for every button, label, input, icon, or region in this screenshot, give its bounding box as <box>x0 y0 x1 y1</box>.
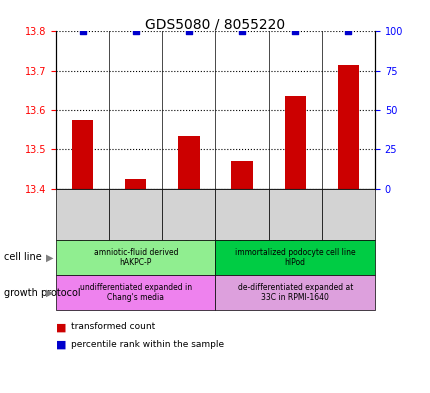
Text: undifferentiated expanded in
Chang's media: undifferentiated expanded in Chang's med… <box>80 283 191 303</box>
Text: ■: ■ <box>56 340 66 350</box>
Point <box>344 28 351 35</box>
Point <box>238 28 245 35</box>
Text: percentile rank within the sample: percentile rank within the sample <box>71 340 224 349</box>
Bar <box>72 120 93 189</box>
Bar <box>337 65 358 189</box>
Point <box>79 28 86 35</box>
Text: ▶: ▶ <box>46 252 53 263</box>
Text: growth protocol: growth protocol <box>4 288 81 298</box>
Point <box>185 28 192 35</box>
Text: amniotic-fluid derived
hAKPC-P: amniotic-fluid derived hAKPC-P <box>93 248 178 267</box>
Text: de-differentiated expanded at
33C in RPMI-1640: de-differentiated expanded at 33C in RPM… <box>237 283 352 303</box>
Bar <box>231 161 252 189</box>
Point <box>291 28 298 35</box>
Text: cell line: cell line <box>4 252 42 263</box>
Bar <box>178 136 199 189</box>
Text: ■: ■ <box>56 322 66 332</box>
Text: ▶: ▶ <box>46 288 53 298</box>
Text: immortalized podocyte cell line
hIPod: immortalized podocyte cell line hIPod <box>234 248 355 267</box>
Text: transformed count: transformed count <box>71 322 155 331</box>
Bar <box>125 179 146 189</box>
Point <box>132 28 139 35</box>
Text: GDS5080 / 8055220: GDS5080 / 8055220 <box>145 18 285 32</box>
Bar <box>284 96 305 189</box>
